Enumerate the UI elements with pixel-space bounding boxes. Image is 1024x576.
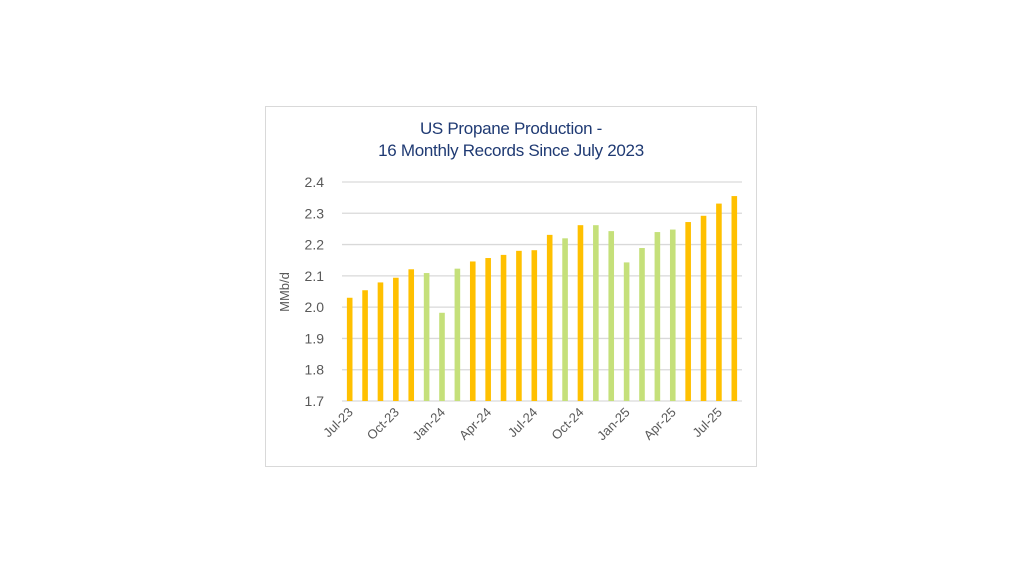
y-tick-label: 2.0: [305, 299, 325, 315]
bar-Jan-25: [623, 262, 630, 401]
y-tick-label: 2.2: [305, 237, 325, 253]
x-tick-label: Oct-23: [364, 405, 402, 443]
y-tick-label: 2.3: [305, 205, 325, 221]
bar-Nov-24: [593, 225, 599, 401]
x-tick-label: Apr-24: [456, 405, 494, 443]
x-tick-label: Jul-25: [689, 405, 725, 441]
y-tick-label: 1.9: [305, 330, 325, 346]
x-axis-ticks: Jul-23 Oct-23 Jan-24 Apr-24 Jul-24 Oct-24 Jan-…: [320, 405, 725, 444]
bar-Apr-25: [669, 229, 676, 401]
bar-May-25: [685, 222, 691, 401]
x-tick-label: Oct-24: [548, 405, 586, 443]
bar-Jul-25: [716, 203, 722, 401]
y-axis-ticks: 1.7 1.8 1.9 2.0 2.1 2.2 2.3 2.4: [305, 174, 325, 409]
x-tick-label: Jul-23: [320, 405, 356, 441]
bar-Feb-24: [454, 268, 461, 401]
y-tick-label: 2.4: [305, 174, 325, 190]
bar-Aug-23: [362, 290, 368, 401]
bar-Dec-24: [608, 231, 615, 401]
x-tick-label: Jul-24: [505, 405, 541, 441]
gridlines: [342, 181, 742, 402]
chart-title-line-1: US Propane Production -: [419, 119, 603, 138]
bar-Jul-24: [531, 250, 538, 401]
bar-Oct-24: [577, 225, 584, 401]
y-tick-label: 1.8: [305, 362, 325, 378]
y-tick-label: 1.7: [305, 393, 325, 409]
bar-Sep-24: [562, 238, 568, 401]
bar-Sep-23: [377, 282, 384, 401]
bar-Apr-24: [485, 258, 491, 401]
bar-Jul-23: [346, 297, 353, 401]
bar-Jun-24: [516, 250, 522, 401]
bar-Feb-25: [639, 248, 645, 401]
x-tick-label: Jan-25: [594, 405, 633, 444]
bar-Aug-25: [731, 196, 738, 401]
x-tick-label: Apr-25: [641, 405, 679, 443]
chart-title-line-2: 16 Monthly Records Since July 2023: [378, 141, 644, 160]
bar-Jan-24: [439, 312, 445, 401]
bar-Jun-25: [700, 215, 707, 401]
y-tick-label: 2.1: [305, 268, 325, 284]
bar-Nov-23: [408, 269, 415, 401]
bar-Mar-25: [654, 232, 661, 401]
x-tick-label: Jan-24: [409, 405, 448, 444]
bar-Aug-24: [546, 234, 553, 401]
bar-Mar-24: [469, 261, 476, 401]
bar-Oct-23: [393, 277, 399, 401]
bar-Dec-23: [423, 273, 430, 401]
chart-title: US Propane Production - 16 Monthly Recor…: [265, 118, 757, 162]
bars: [346, 196, 738, 401]
y-axis-label: MMb/d: [277, 272, 292, 312]
bar-May-24: [500, 254, 507, 401]
